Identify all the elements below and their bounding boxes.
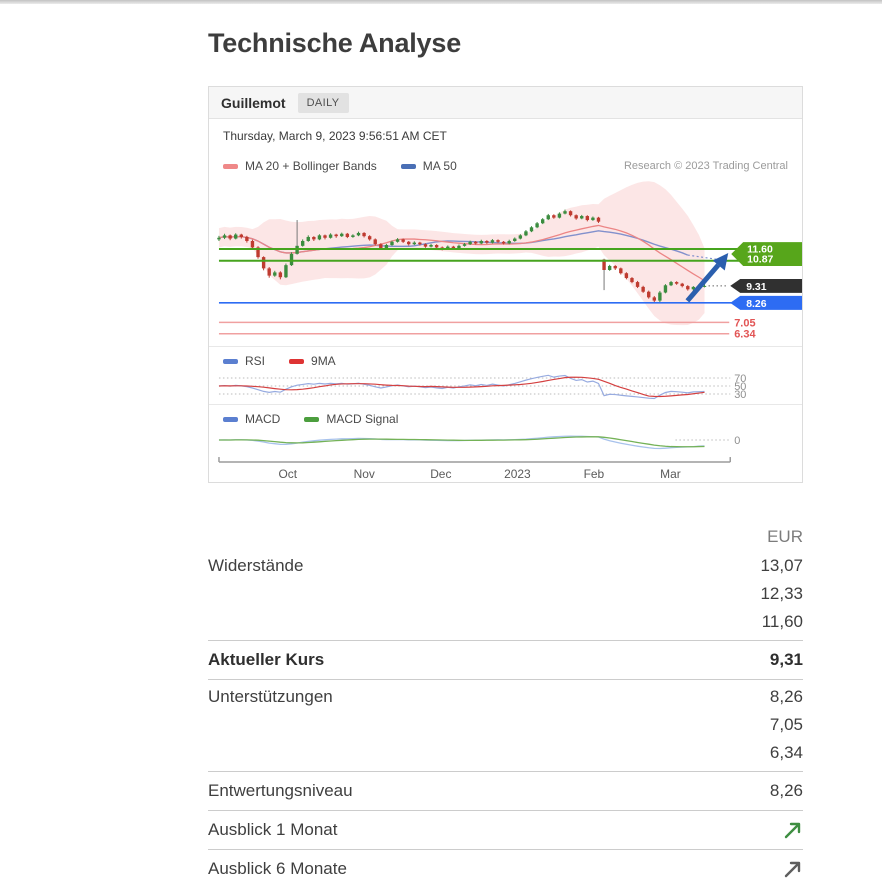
macd-panel: 0 (218, 435, 740, 450)
page-title: Technische Analyse (208, 28, 462, 58)
svg-text:Oct: Oct (278, 467, 297, 481)
svg-text:10.87: 10.87 (747, 255, 773, 266)
svg-text:70: 70 (734, 373, 746, 385)
svg-text:8.26: 8.26 (746, 299, 767, 310)
technical-analysis-chart-widget: Guillemot DAILY Thursday, March 9, 2023 … (208, 86, 803, 483)
ma20-swatch-icon (223, 163, 238, 169)
support-value: 7,05 (769, 715, 803, 734)
svg-text:Nov: Nov (354, 467, 375, 481)
svg-text:11.60: 11.60 (747, 245, 773, 256)
trend-up-icon (782, 855, 803, 880)
currency-header-row: EUR (208, 521, 803, 549)
main-chart-legend: MA 20 + Bollinger Bands MA 50 Research ©… (223, 159, 788, 173)
svg-text:6.34: 6.34 (734, 329, 756, 341)
rsi-swatch-icon (223, 358, 238, 364)
svg-text:Feb: Feb (584, 467, 605, 481)
research-credit: Research © 2023 Trading Central (623, 160, 788, 172)
svg-text:30: 30 (734, 389, 746, 401)
devaluation-value: 8,26 (769, 781, 803, 800)
support-value: 8,26 (769, 687, 803, 706)
panel-divider (209, 404, 802, 405)
rsi-legend: RSI 9MA (223, 354, 788, 368)
supports-row: Unterstützungen 8,26 7,05 6,34 (208, 679, 803, 771)
currency-header: EUR (767, 527, 803, 546)
svg-text:0: 0 (734, 435, 740, 447)
legend-item-9ma: 9MA (289, 354, 336, 368)
widget-header: Guillemot DAILY (209, 87, 802, 119)
current-price-row: Aktueller Kurs 9,31 (208, 640, 803, 679)
svg-text:50: 50 (734, 381, 746, 393)
supports-label: Unterstützungen (208, 687, 333, 706)
analysis-table: EUR Widerstände 13,07 12,33 11,60 Aktuel… (208, 521, 803, 888)
current-price-label: Aktueller Kurs (208, 650, 325, 669)
devaluation-label: Entwertungsniveau (208, 781, 353, 800)
svg-text:Dec: Dec (430, 467, 451, 481)
macd-legend: MACD MACD Signal (223, 412, 788, 426)
outlook-1m-label: Ausblick 1 Monat (208, 820, 338, 839)
resistances-row: Widerstände 13,07 12,33 11,60 (208, 549, 803, 640)
macd-signal-swatch-icon (304, 416, 320, 422)
resistance-value: 13,07 (760, 556, 803, 575)
svg-text:2023: 2023 (504, 467, 531, 481)
outlook-6m-row: Ausblick 6 Monate (208, 849, 803, 888)
trend-up-icon (782, 816, 803, 841)
devaluation-row: Entwertungsniveau 8,26 (208, 771, 803, 810)
outlook-6m-label: Ausblick 6 Monate (208, 859, 347, 878)
nine-ma-swatch-icon (289, 358, 305, 364)
legend-item-rsi: RSI (223, 354, 265, 368)
legend-item-ma50: MA 50 (400, 159, 457, 173)
top-border-strip (0, 0, 882, 4)
support-value: 6,34 (769, 743, 803, 762)
legend-item-macd-signal: MACD Signal (304, 412, 398, 426)
macd-swatch-icon (223, 416, 238, 422)
resistances-label: Widerstände (208, 556, 304, 575)
svg-text:Mar: Mar (660, 467, 681, 481)
ma50-swatch-icon (400, 163, 416, 169)
svg-text:7.05: 7.05 (734, 317, 755, 329)
svg-text:9.31: 9.31 (746, 282, 767, 293)
chart-timestamp: Thursday, March 9, 2023 9:56:51 AM CET (223, 129, 447, 143)
resistance-value: 11,60 (761, 612, 803, 631)
symbol-name: Guillemot (221, 94, 286, 111)
panel-divider (209, 346, 802, 347)
resistance-value: 12,33 (760, 584, 803, 603)
current-price-value: 9,31 (769, 650, 803, 669)
legend-item-macd: MACD (223, 412, 280, 426)
legend-item-ma20: MA 20 + Bollinger Bands (223, 159, 377, 173)
x-axis: Oct Nov Dec 2023 Feb Mar (218, 457, 731, 481)
tab-daily[interactable]: DAILY (297, 92, 349, 113)
outlook-1m-row: Ausblick 1 Monat (208, 810, 803, 849)
